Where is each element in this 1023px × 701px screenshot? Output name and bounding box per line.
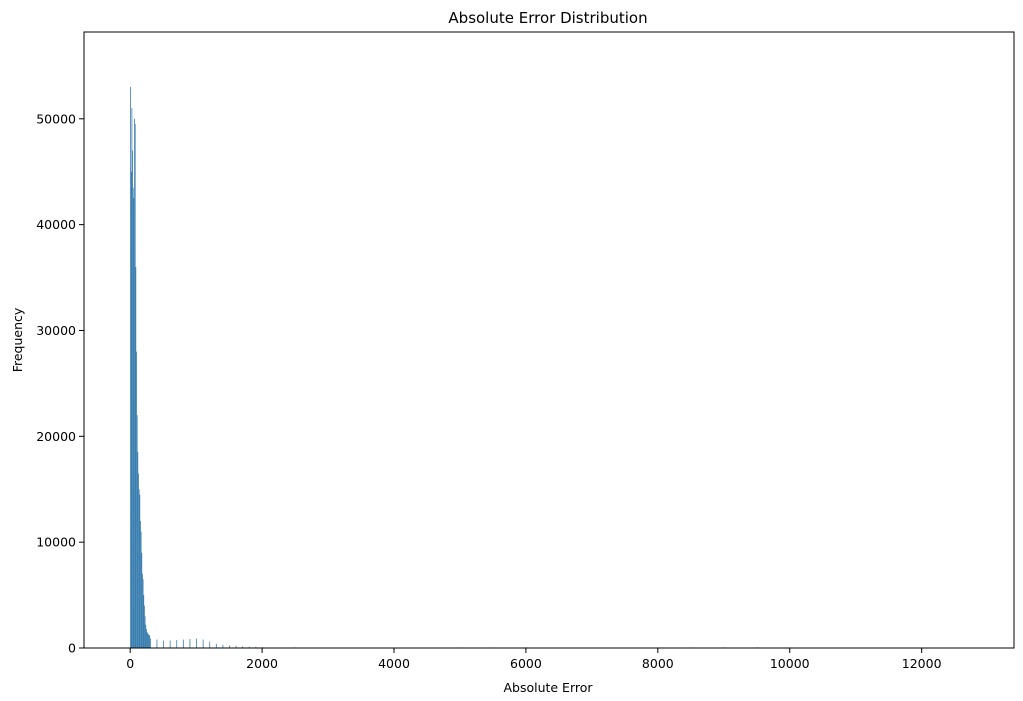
y-tick-label: 50000: [36, 111, 76, 126]
histogram-bar: [242, 646, 244, 648]
x-tick-label: 12000: [902, 656, 942, 671]
histogram-bar: [149, 638, 151, 648]
histogram-bar: [235, 645, 237, 648]
histogram-bar: [139, 494, 141, 648]
histogram-bar: [255, 646, 257, 648]
histogram-bar: [146, 628, 147, 648]
histogram-bar: [156, 639, 158, 648]
histogram-bar: [136, 415, 138, 648]
histogram-bar: [133, 198, 135, 648]
y-tick-label: 10000: [36, 535, 76, 550]
x-tick-label: 2000: [246, 656, 278, 671]
histogram-bar: [138, 489, 140, 648]
histogram-bar: [137, 452, 139, 648]
histogram-bar: [229, 645, 230, 648]
plot-frame: [83, 31, 1015, 649]
histogram-bar: [142, 579, 144, 648]
x-tick-label: 8000: [642, 656, 674, 671]
histogram-bar: [132, 187, 134, 648]
histogram-bar: [196, 638, 197, 648]
y-tick-label: 40000: [36, 217, 76, 232]
x-axis-ticks: 0 2000 4000 6000 8000 10000 12000: [126, 648, 942, 671]
y-tick-label: 0: [68, 641, 76, 656]
histogram-bar: [131, 108, 133, 649]
y-axis-label: Frequency: [10, 307, 25, 372]
histogram-bar: [130, 171, 132, 648]
x-tick-label: 0: [126, 656, 134, 671]
histogram-bar: [149, 635, 151, 648]
histogram-bar: [135, 266, 137, 648]
histogram-bar: [147, 633, 149, 648]
x-tick-label: 6000: [510, 656, 542, 671]
histogram-bar: [169, 640, 171, 648]
chart-title: Absolute Error Distribution: [448, 9, 647, 27]
histogram-bar: [176, 640, 178, 648]
histogram-bar: [145, 624, 147, 648]
y-tick-label: 30000: [36, 323, 76, 338]
histogram-bar: [140, 520, 141, 648]
histogram-bar: [248, 646, 250, 648]
histogram-bar: [146, 632, 148, 648]
histogram-bar: [202, 639, 204, 648]
histogram-bar: [182, 639, 184, 648]
histogram-bar: [148, 635, 150, 648]
bars-group: [130, 87, 989, 649]
histogram-bar: [147, 634, 149, 648]
histogram-bar: [140, 531, 142, 648]
histogram-bar: [142, 573, 143, 648]
histogram-bar: [215, 643, 217, 648]
histogram-bar: [209, 641, 211, 648]
histogram-bar: [136, 351, 137, 648]
histogram-bar: [189, 639, 191, 648]
histogram-bar: [130, 87, 131, 649]
x-tick-label: 10000: [770, 656, 810, 671]
histogram-bar: [143, 595, 145, 648]
histogram-bar: [222, 644, 224, 648]
histogram-bar: [134, 118, 135, 648]
histogram-bar: [141, 552, 143, 648]
histogram-bar: [132, 150, 133, 648]
y-tick-label: 20000: [36, 429, 76, 444]
histogram-bar: [134, 124, 136, 649]
y-axis-ticks: 0 10000 20000 30000 40000 50000: [36, 111, 84, 656]
x-axis-label: Absolute Error: [503, 680, 593, 695]
histogram-bar: [144, 616, 146, 648]
histogram-bar: [144, 605, 145, 648]
histogram-bar: [138, 473, 139, 648]
x-tick-label: 4000: [378, 656, 410, 671]
histogram-bar: [163, 640, 164, 648]
